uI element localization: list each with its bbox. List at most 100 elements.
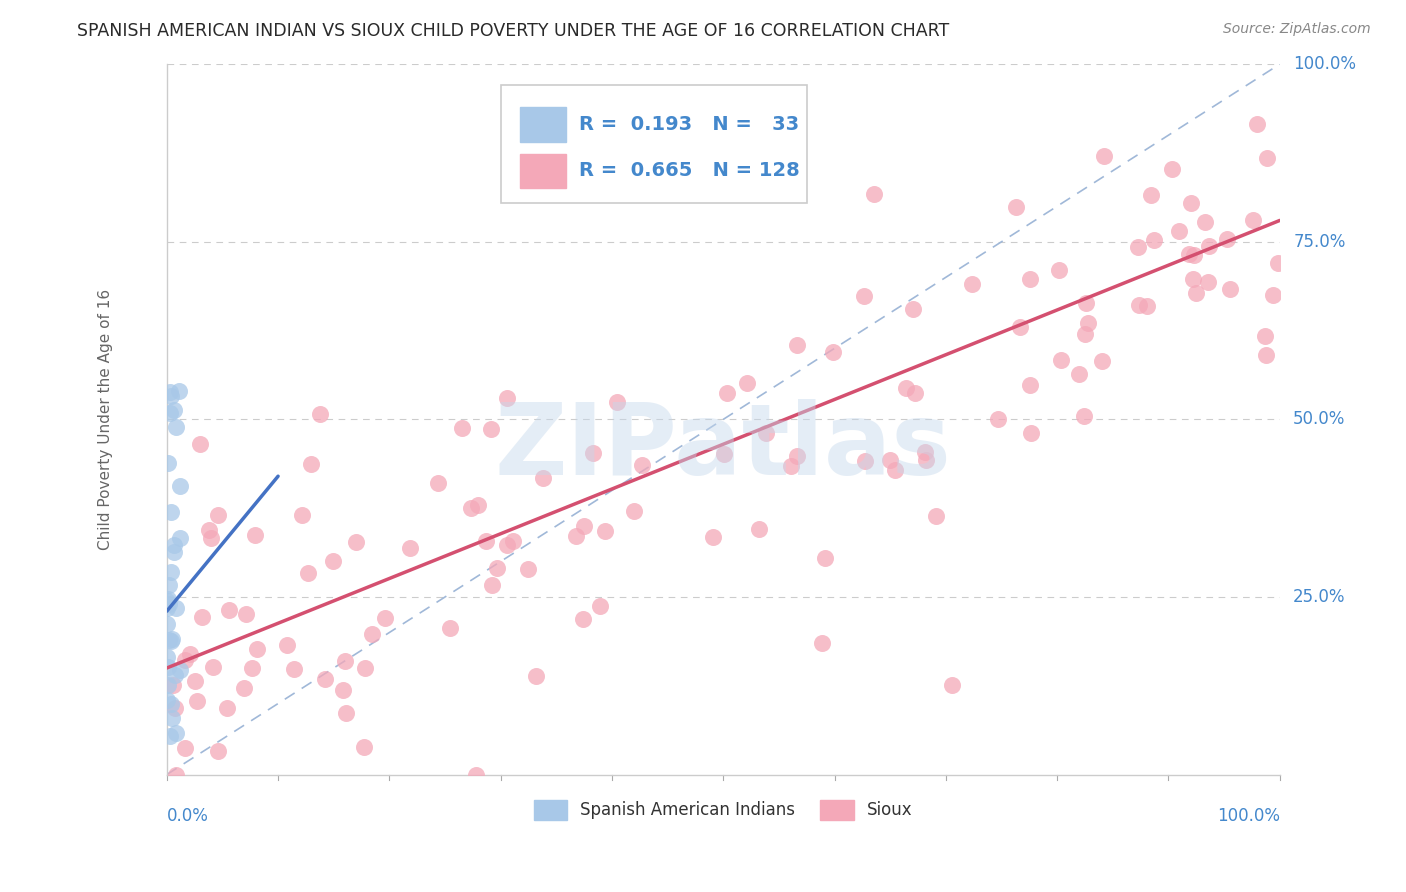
Point bbox=[1092, 149, 1115, 163]
Point bbox=[299, 457, 322, 471]
Point bbox=[156, 600, 179, 615]
Point bbox=[1018, 377, 1040, 392]
Point bbox=[1182, 272, 1205, 286]
Point bbox=[245, 528, 267, 542]
Point bbox=[853, 454, 876, 468]
Point bbox=[1198, 239, 1220, 253]
Text: 50.0%: 50.0% bbox=[1294, 410, 1346, 428]
Point bbox=[460, 500, 482, 515]
Point bbox=[165, 419, 187, 434]
Point bbox=[174, 740, 197, 755]
Point bbox=[276, 638, 298, 652]
Point bbox=[183, 673, 205, 688]
Point bbox=[157, 456, 180, 470]
Point bbox=[631, 458, 654, 473]
Point bbox=[156, 677, 179, 691]
Point bbox=[464, 767, 486, 781]
Point bbox=[159, 384, 181, 399]
Point bbox=[157, 592, 180, 607]
Point bbox=[582, 446, 605, 460]
Point bbox=[157, 597, 180, 611]
Point bbox=[1177, 246, 1199, 260]
Point bbox=[786, 338, 808, 352]
Point bbox=[1004, 200, 1026, 214]
Point bbox=[1256, 152, 1278, 166]
Point bbox=[1184, 285, 1206, 300]
Point bbox=[1019, 272, 1042, 286]
Point bbox=[914, 444, 936, 458]
Point bbox=[179, 647, 201, 661]
Point bbox=[451, 420, 474, 434]
Point bbox=[297, 566, 319, 580]
Point bbox=[399, 541, 422, 555]
Point bbox=[735, 376, 758, 390]
Point bbox=[1140, 188, 1163, 202]
Point bbox=[201, 660, 224, 674]
Point bbox=[335, 706, 357, 721]
Point bbox=[233, 681, 256, 695]
Point bbox=[496, 538, 519, 552]
Point bbox=[1091, 354, 1114, 368]
Point bbox=[894, 380, 917, 394]
Point bbox=[163, 545, 186, 559]
Point bbox=[163, 668, 186, 682]
Point bbox=[207, 508, 229, 523]
Point bbox=[290, 508, 312, 523]
Point bbox=[481, 578, 503, 592]
Point bbox=[517, 562, 540, 576]
Point bbox=[156, 617, 179, 632]
Point bbox=[163, 403, 186, 417]
Point bbox=[479, 422, 502, 436]
Text: 100.0%: 100.0% bbox=[1294, 55, 1357, 73]
Point bbox=[200, 531, 222, 545]
Text: R =  0.193   N =   33: R = 0.193 N = 33 bbox=[579, 115, 799, 134]
Point bbox=[165, 601, 187, 615]
Point bbox=[165, 725, 187, 739]
Point bbox=[207, 743, 229, 757]
Text: R =  0.665   N = 128: R = 0.665 N = 128 bbox=[579, 161, 800, 180]
Point bbox=[526, 669, 548, 683]
Point bbox=[163, 538, 186, 552]
Point bbox=[1126, 240, 1149, 254]
FancyBboxPatch shape bbox=[501, 86, 807, 202]
Point bbox=[353, 740, 375, 755]
Point bbox=[1246, 117, 1268, 131]
Point bbox=[903, 302, 925, 317]
Point bbox=[156, 649, 179, 664]
Point bbox=[779, 459, 801, 474]
Point bbox=[1180, 195, 1202, 210]
Point bbox=[1263, 287, 1285, 301]
Point bbox=[941, 677, 963, 691]
Point bbox=[1073, 409, 1095, 424]
Point bbox=[1254, 348, 1277, 362]
Point bbox=[1077, 316, 1099, 330]
Point bbox=[167, 384, 190, 399]
Point bbox=[1019, 426, 1042, 441]
Point bbox=[1067, 368, 1090, 382]
Point bbox=[159, 389, 181, 403]
Point bbox=[1267, 256, 1289, 270]
Point bbox=[1074, 295, 1097, 310]
Point bbox=[1167, 224, 1189, 238]
Point bbox=[811, 635, 834, 649]
Point bbox=[314, 672, 336, 686]
Point bbox=[157, 578, 180, 592]
Point bbox=[1254, 329, 1277, 343]
Point bbox=[623, 504, 645, 518]
Text: 0.0%: 0.0% bbox=[167, 806, 208, 824]
Point bbox=[159, 634, 181, 648]
Point bbox=[322, 554, 344, 568]
Point bbox=[157, 632, 180, 647]
Point bbox=[1049, 353, 1071, 368]
Point bbox=[1135, 299, 1157, 313]
Point bbox=[713, 447, 735, 461]
Point bbox=[1128, 298, 1150, 312]
Text: 75.0%: 75.0% bbox=[1294, 233, 1346, 251]
Point bbox=[240, 660, 263, 674]
Point bbox=[157, 659, 180, 673]
Text: ZIPatlas: ZIPatlas bbox=[495, 400, 952, 496]
Point bbox=[1143, 233, 1166, 247]
Point bbox=[159, 406, 181, 420]
Point bbox=[360, 626, 382, 640]
Point bbox=[191, 609, 214, 624]
